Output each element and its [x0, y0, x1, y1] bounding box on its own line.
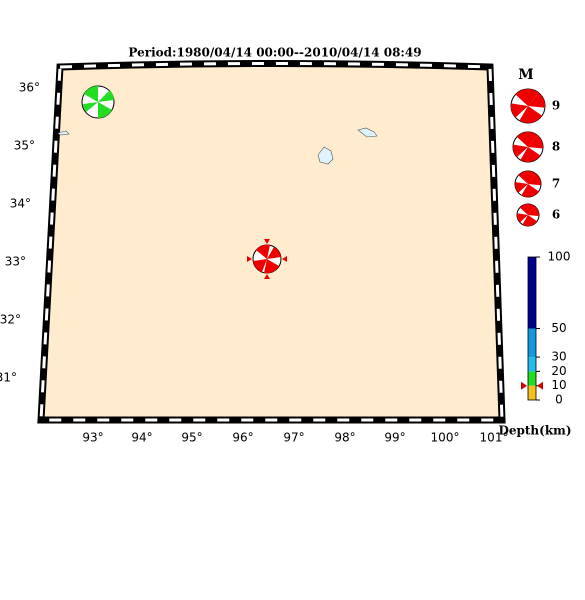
legend-ball-quadrant: [519, 203, 538, 226]
lake: [357, 127, 378, 138]
lake: [317, 146, 334, 165]
legend-beachball: [516, 203, 540, 227]
lat-label: 33°: [5, 255, 26, 269]
lon-label: 96°: [232, 431, 253, 445]
legend-label: 8: [552, 140, 560, 154]
depth-title: Depth(km): [498, 424, 571, 438]
legend-ball-quadrant: [515, 173, 541, 193]
title: Period:1980/04/14 00:00--2010/04/14 08:4…: [128, 46, 421, 60]
legend-beachball: [510, 88, 546, 124]
legend-beachball: [514, 170, 542, 198]
lon-label: 101°: [480, 431, 509, 445]
depth-band: [528, 371, 536, 386]
depth-band: [528, 357, 536, 372]
depth-tick-label: 50: [551, 321, 566, 335]
legend-label: 7: [552, 177, 560, 191]
depth-band: [528, 328, 536, 358]
depth-marker: [521, 381, 543, 390]
depth-tick-label: 20: [551, 364, 566, 378]
depth-tick-label: 0: [555, 393, 563, 407]
lat-label: 34°: [10, 197, 31, 211]
depth-tick-label: 30: [551, 350, 566, 364]
lon-label: 94°: [131, 431, 152, 445]
lake: [57, 130, 70, 136]
lon-label: 100°: [431, 431, 460, 445]
map-area: [41, 63, 502, 420]
legend-ball-quadrant: [513, 135, 543, 158]
legend-beachball: [512, 131, 544, 163]
depth-tick-label: 100: [548, 250, 571, 264]
lat-label: 35°: [14, 139, 35, 153]
depth-band: [528, 385, 536, 400]
legend-label: 9: [552, 99, 560, 113]
lat-label: 31°: [0, 371, 17, 385]
depth-band: [528, 257, 536, 329]
lat-label: 36°: [19, 81, 40, 95]
lon-label: 97°: [283, 431, 304, 445]
beachball-green: [81, 85, 115, 119]
depth-tick-label: 10: [551, 378, 566, 392]
beachball-event: [247, 239, 287, 279]
legend-title: M: [518, 67, 534, 83]
depth-bar-outline: [527, 256, 537, 401]
legend-ball-quadrant: [515, 88, 543, 124]
lon-label: 95°: [181, 431, 202, 445]
legend-ball-quadrant: [517, 206, 539, 223]
map-frame-dashes: [39, 62, 504, 422]
lat-label: 32°: [0, 313, 21, 327]
legend-label: 6: [552, 208, 560, 222]
lon-label: 93°: [82, 431, 103, 445]
legend-ball-quadrant: [510, 92, 545, 118]
lon-label: 98°: [334, 431, 355, 445]
legend-ball-quadrant: [516, 131, 541, 162]
lon-label: 99°: [384, 431, 405, 445]
legend-ball-quadrant: [518, 171, 539, 198]
